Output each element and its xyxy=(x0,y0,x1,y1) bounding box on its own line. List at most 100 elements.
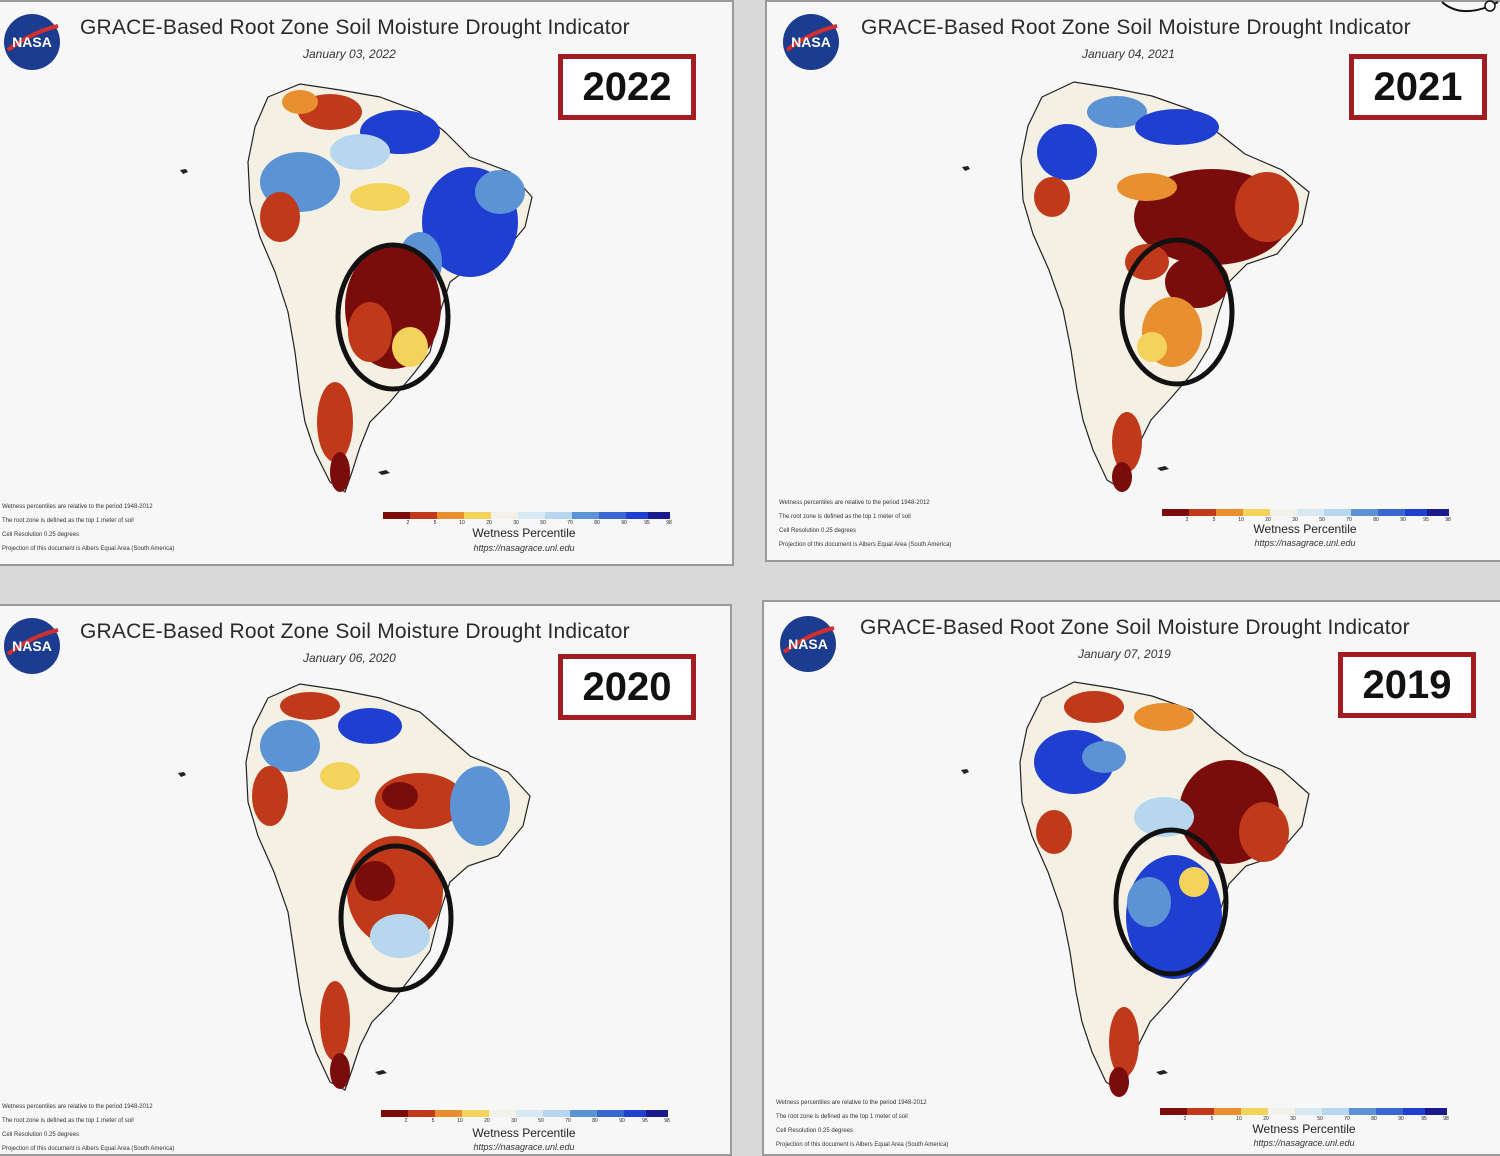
legend-tick-label: 5 xyxy=(1210,1116,1214,1122)
legend-tick-label: 90 xyxy=(621,520,627,526)
legend-tick-label: 30 xyxy=(1292,517,1298,523)
legend-tick-label: 98 xyxy=(664,1118,670,1124)
legend-tick-label: 2 xyxy=(406,520,410,526)
legend-tick-label: 30 xyxy=(513,520,519,526)
legend-tick-label: 80 xyxy=(592,1118,598,1124)
legend-tick-label: 98 xyxy=(666,520,672,526)
galapagos-islands xyxy=(962,166,970,171)
legend-tick-label: 10 xyxy=(457,1118,463,1124)
legend-tick-label: 20 xyxy=(1265,517,1271,523)
legend-tick-label: 5 xyxy=(431,1118,435,1124)
legend-tick-label: 10 xyxy=(1236,1116,1242,1122)
legend-tick-label: 50 xyxy=(540,520,546,526)
legend-tick-label: 10 xyxy=(459,520,465,526)
year-label: 2022 xyxy=(558,54,696,120)
legend-tick-label: 5 xyxy=(1212,517,1216,523)
legend-tick-label: 5 xyxy=(433,520,437,526)
legend-label: Wetness Percentile xyxy=(1253,522,1357,536)
legend-tick-label: 80 xyxy=(594,520,600,526)
moisture-patches xyxy=(252,692,510,1089)
legend-tick-label: 80 xyxy=(1373,517,1379,523)
legend-tick-label: 10 xyxy=(1238,517,1244,523)
legend-url[interactable]: https://nasagrace.unl.edu xyxy=(1253,1138,1355,1148)
legend-tick-label: 95 xyxy=(1421,1116,1427,1122)
year-label: 2021 xyxy=(1349,54,1487,120)
moisture-patches xyxy=(260,90,525,492)
legend-tick-label: 98 xyxy=(1443,1116,1449,1122)
legend-tick-label: 70 xyxy=(567,520,573,526)
method-notes: Wetness percentiles are relative to the … xyxy=(776,1100,949,1148)
svg-text:NASA: NASA xyxy=(791,34,831,50)
galapagos-islands xyxy=(961,769,969,774)
color-legend xyxy=(1162,509,1449,516)
figure-title: GRACE-Based Root Zone Soil Moisture Drou… xyxy=(80,620,630,643)
highlight-ellipse xyxy=(338,843,454,993)
color-legend xyxy=(383,512,670,519)
falkland-islands xyxy=(1156,1070,1168,1075)
nasa-logo: NASA xyxy=(783,14,839,70)
legend-tick-label: 95 xyxy=(644,520,650,526)
legend-url[interactable]: https://nasagrace.unl.edu xyxy=(473,1142,575,1152)
legend-tick-label: 98 xyxy=(1445,517,1451,523)
moisture-patches xyxy=(1034,691,1289,1097)
galapagos-islands xyxy=(180,169,188,174)
nasa-logo: NASA xyxy=(4,618,60,674)
year-label: 2019 xyxy=(1338,652,1476,718)
legend-tick-label: 30 xyxy=(1290,1116,1296,1122)
figure-date: January 06, 2020 xyxy=(303,651,396,665)
legend-label: Wetness Percentile xyxy=(1252,1122,1356,1136)
falkland-islands xyxy=(375,1070,387,1075)
galapagos-islands xyxy=(178,772,186,777)
south-america-map xyxy=(178,683,668,1117)
legend-tick-label: 20 xyxy=(1263,1116,1269,1122)
method-notes: Wetness percentiles are relative to the … xyxy=(2,504,175,552)
method-notes: Wetness percentiles are relative to the … xyxy=(779,500,952,548)
figure-title: GRACE-Based Root Zone Soil Moisture Drou… xyxy=(80,16,630,39)
legend-tick-label: 80 xyxy=(1371,1116,1377,1122)
figure-title: GRACE-Based Root Zone Soil Moisture Drou… xyxy=(861,16,1411,39)
legend-url[interactable]: https://nasagrace.unl.edu xyxy=(1254,538,1356,548)
legend-label: Wetness Percentile xyxy=(472,526,576,540)
south-america-map xyxy=(961,681,1447,1115)
highlight-ellipse xyxy=(1119,237,1235,387)
legend-tick-label: 90 xyxy=(619,1118,625,1124)
year-label: 2020 xyxy=(558,654,696,720)
legend-url[interactable]: https://nasagrace.unl.edu xyxy=(473,543,575,553)
legend-label: Wetness Percentile xyxy=(472,1126,576,1140)
legend-tick-label: 2 xyxy=(404,1118,408,1124)
figure-date: January 07, 2019 xyxy=(1078,647,1171,661)
falkland-islands xyxy=(378,470,390,475)
map-panel-2022: NASA GRACE-Based Root Zone Soil Moisture… xyxy=(0,0,734,566)
legend-tick-label: 90 xyxy=(1400,517,1406,523)
color-legend xyxy=(1160,1108,1447,1115)
svg-text:NASA: NASA xyxy=(788,636,828,652)
moisture-patches xyxy=(1034,96,1299,492)
legend-tick-label: 2 xyxy=(1185,517,1189,523)
legend-tick-label: 70 xyxy=(565,1118,571,1124)
legend-tick-label: 50 xyxy=(538,1118,544,1124)
color-legend xyxy=(381,1110,668,1117)
figure-date: January 04, 2021 xyxy=(1082,47,1175,61)
legend-tick-label: 2 xyxy=(1183,1116,1187,1122)
method-notes: Wetness percentiles are relative to the … xyxy=(2,1104,175,1152)
legend-tick-label: 70 xyxy=(1346,517,1352,523)
figure-title: GRACE-Based Root Zone Soil Moisture Drou… xyxy=(860,616,1410,639)
legend-tick-label: 90 xyxy=(1398,1116,1404,1122)
map-panel-2020: NASA GRACE-Based Root Zone Soil Moisture… xyxy=(0,604,732,1156)
figure-date: January 03, 2022 xyxy=(303,47,396,61)
svg-text:NASA: NASA xyxy=(12,638,52,654)
legend-tick-label: 30 xyxy=(511,1118,517,1124)
legend-tick-label: 70 xyxy=(1344,1116,1350,1122)
legend-tick-label: 50 xyxy=(1317,1116,1323,1122)
south-america-map xyxy=(180,83,670,519)
legend-tick-label: 20 xyxy=(484,1118,490,1124)
legend-tick-label: 95 xyxy=(642,1118,648,1124)
corner-brush-icon xyxy=(1441,0,1499,13)
legend-tick-label: 20 xyxy=(486,520,492,526)
legend-tick-label: 95 xyxy=(1423,517,1429,523)
map-panel-2021: NASA GRACE-Based Root Zone Soil Moisture… xyxy=(765,0,1500,562)
highlight-ellipse xyxy=(335,242,451,392)
nasa-logo: NASA xyxy=(4,14,60,70)
highlight-ellipse xyxy=(1113,827,1229,977)
legend-tick-label: 50 xyxy=(1319,517,1325,523)
